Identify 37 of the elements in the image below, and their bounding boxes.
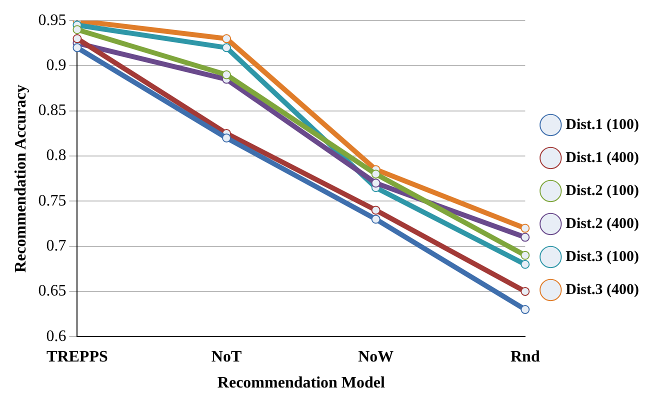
point [520, 232, 530, 242]
y-tick-label: 0.7 [46, 238, 66, 255]
point [222, 43, 232, 52]
point [72, 25, 82, 34]
legend-label: Dist.3 (400) [566, 282, 640, 298]
y-tick-label: 0.95 [38, 12, 66, 29]
y-tick-label: 0.75 [38, 192, 66, 210]
x-tick-label: NoT [211, 348, 242, 366]
x-tick-label: NoW [358, 348, 394, 366]
x-tick-label: TREPPS [46, 348, 108, 366]
point [371, 170, 380, 179]
y-tick-label: 0.85 [38, 102, 66, 120]
point [371, 214, 380, 224]
x-axis-title: Recommendation Model [217, 374, 386, 392]
point [222, 133, 232, 142]
legend-label: Dist.1 (100) [566, 116, 640, 133]
point [520, 305, 530, 314]
point [222, 70, 232, 80]
point [72, 34, 82, 44]
y-tick-label: 0.9 [46, 56, 66, 74]
point [371, 206, 380, 215]
x-tick-label: Rnd [510, 348, 540, 366]
y-axis-title: Recommendation Accuracy [12, 84, 30, 273]
legend-label: Dist.3 (100) [566, 248, 640, 265]
legend-label: Dist.2 (100) [566, 182, 640, 199]
point [520, 250, 530, 260]
y-tick-label: 0.8 [46, 147, 66, 164]
y-tick-label: 0.65 [38, 282, 66, 300]
point [520, 260, 530, 269]
legend-label: Dist.1 (400) [566, 150, 640, 166]
point [72, 43, 82, 52]
point [371, 178, 380, 188]
point [222, 34, 232, 44]
point [520, 224, 530, 233]
legend-label: Dist.2 (400) [566, 216, 640, 232]
y-tick-label: 0.6 [46, 328, 66, 345]
point [520, 286, 530, 296]
